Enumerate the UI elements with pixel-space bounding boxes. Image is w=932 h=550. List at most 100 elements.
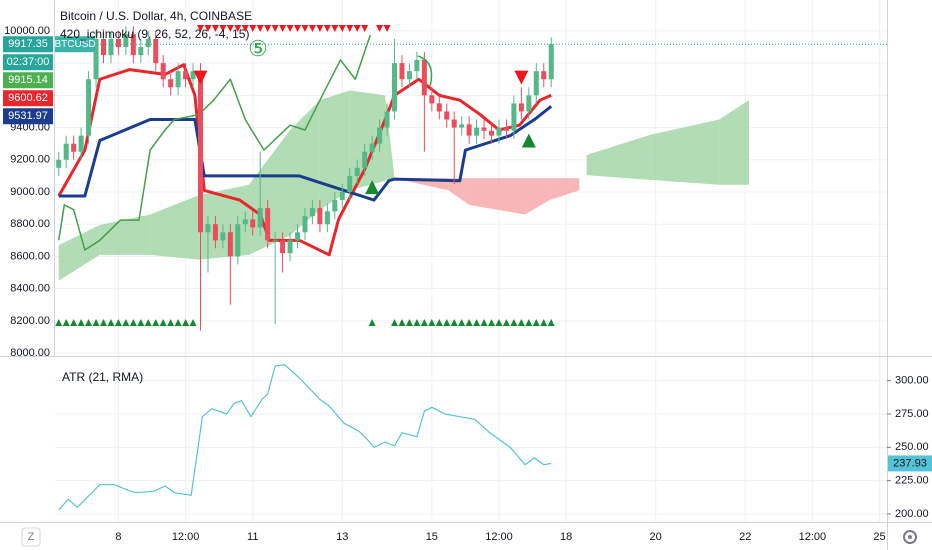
- buy-signal: [473, 319, 481, 326]
- y2-tick-label: 275.00: [895, 408, 929, 420]
- buy-signal: [77, 319, 85, 326]
- buy-signal: [465, 319, 473, 326]
- candle-body: [93, 38, 99, 80]
- candle-body: [436, 103, 442, 112]
- buy-signal: [435, 319, 443, 326]
- scale-button[interactable]: [21, 527, 41, 547]
- settings-icon[interactable]: [903, 530, 917, 544]
- candle-body: [429, 95, 435, 104]
- candle-body: [280, 240, 286, 254]
- candle-body: [317, 208, 323, 225]
- candle-body: [474, 127, 480, 136]
- y2-tick-label: 250.00: [895, 441, 929, 453]
- buy-signal: [428, 319, 436, 326]
- cloud-segment: [549, 178, 580, 201]
- annotation-arc: [417, 55, 433, 87]
- candle-body: [332, 200, 338, 212]
- candle-body: [78, 135, 84, 152]
- y-tick-label: 8600.00: [10, 250, 50, 262]
- buy-signal: [55, 319, 63, 326]
- buy-signal: [547, 319, 555, 326]
- candle-body: [541, 71, 547, 80]
- buy-signal: [488, 319, 496, 326]
- gear[interactable]: [903, 530, 917, 544]
- buy-signal: [532, 319, 540, 326]
- candle-body: [518, 103, 524, 112]
- buy-signal: [114, 319, 122, 326]
- buy-signal: [525, 319, 533, 326]
- sell-signal: [264, 25, 272, 32]
- candle-body: [459, 124, 465, 128]
- candle-body: [272, 240, 278, 242]
- buy-signal: [540, 319, 548, 326]
- cloud-segment: [719, 100, 749, 185]
- buy-signal: [480, 319, 488, 326]
- candle-body: [250, 219, 256, 228]
- gear-center[interactable]: [908, 535, 912, 539]
- symbol-tag: BTCUSD: [54, 39, 95, 50]
- buy-signal: [152, 319, 160, 326]
- candle-body: [265, 208, 271, 241]
- candle-body: [347, 175, 353, 192]
- overlay: 8 12:00 11 13 15 12:00 18 20 22 12:00 25 8000.00 820…: [3, 25, 932, 543]
- y-tick-label: 9200.00: [10, 154, 50, 166]
- x-tick-label: 12:00: [485, 531, 513, 543]
- candle-body: [287, 240, 293, 254]
- sell-signal: [308, 25, 316, 32]
- candle-body: [190, 71, 196, 80]
- buy-signal: [450, 319, 458, 326]
- sell-signal: [323, 25, 331, 32]
- atr-title: ATR (21, RMA): [62, 370, 143, 384]
- candle-body: [175, 71, 181, 88]
- candle-body: [227, 232, 233, 257]
- buy-signal: [420, 319, 428, 326]
- candle-body: [481, 127, 487, 131]
- atr-pane: [58, 364, 552, 511]
- sell-signal: [294, 25, 302, 32]
- symbol-tag-box: [55, 36, 95, 53]
- sell-signal: [361, 25, 369, 32]
- sell-signal: [376, 25, 384, 32]
- x-tick-label: 20: [650, 531, 662, 543]
- buy-signal: [405, 319, 413, 326]
- buy-signal: [85, 319, 93, 326]
- price-label-box: [3, 108, 53, 125]
- buy-signal: [502, 319, 510, 326]
- y-tick-label: 8400.00: [10, 283, 50, 295]
- buy-signal: [443, 319, 451, 326]
- buy-signal: [62, 319, 70, 326]
- cloud-segment: [650, 119, 720, 185]
- x-tick-label: 22: [739, 531, 751, 543]
- candle-body: [153, 38, 159, 64]
- atr-value-box: [888, 455, 932, 472]
- y-tick-label: 9400.00: [10, 121, 50, 133]
- candle-body: [235, 224, 241, 257]
- candle-body: [302, 216, 308, 233]
- buy-signal: [159, 319, 167, 326]
- sell-arrow: [514, 70, 529, 85]
- x-tick-label: 8: [115, 531, 121, 543]
- candle-body: [115, 38, 121, 48]
- price-label-box: [3, 36, 53, 53]
- cloud-segment: [150, 195, 199, 260]
- cloud-segment: [469, 178, 526, 215]
- candle-body: [392, 63, 398, 112]
- price-label-box: [3, 72, 53, 89]
- buy-signal: [398, 319, 406, 326]
- buy-signal: [122, 319, 130, 326]
- candle-body: [295, 232, 301, 241]
- buy-signal: [495, 319, 503, 326]
- buy-signal: [413, 319, 421, 326]
- price-label: 9531.97: [8, 110, 48, 122]
- candle-body: [444, 111, 450, 120]
- cloud-segment: [319, 90, 350, 210]
- sell-signal: [353, 25, 361, 32]
- indicator-label: 420_ichimoku (9, 26, 52, 26, -4, 15): [60, 27, 249, 41]
- y2-tick-label: 300.00: [895, 375, 929, 387]
- candle-body: [533, 71, 539, 96]
- indicator-line: [58, 105, 553, 202]
- y2-tick-label: 200.00: [895, 508, 929, 520]
- scale-button-label[interactable]: Z: [28, 531, 35, 543]
- sell-arrow: [193, 70, 208, 85]
